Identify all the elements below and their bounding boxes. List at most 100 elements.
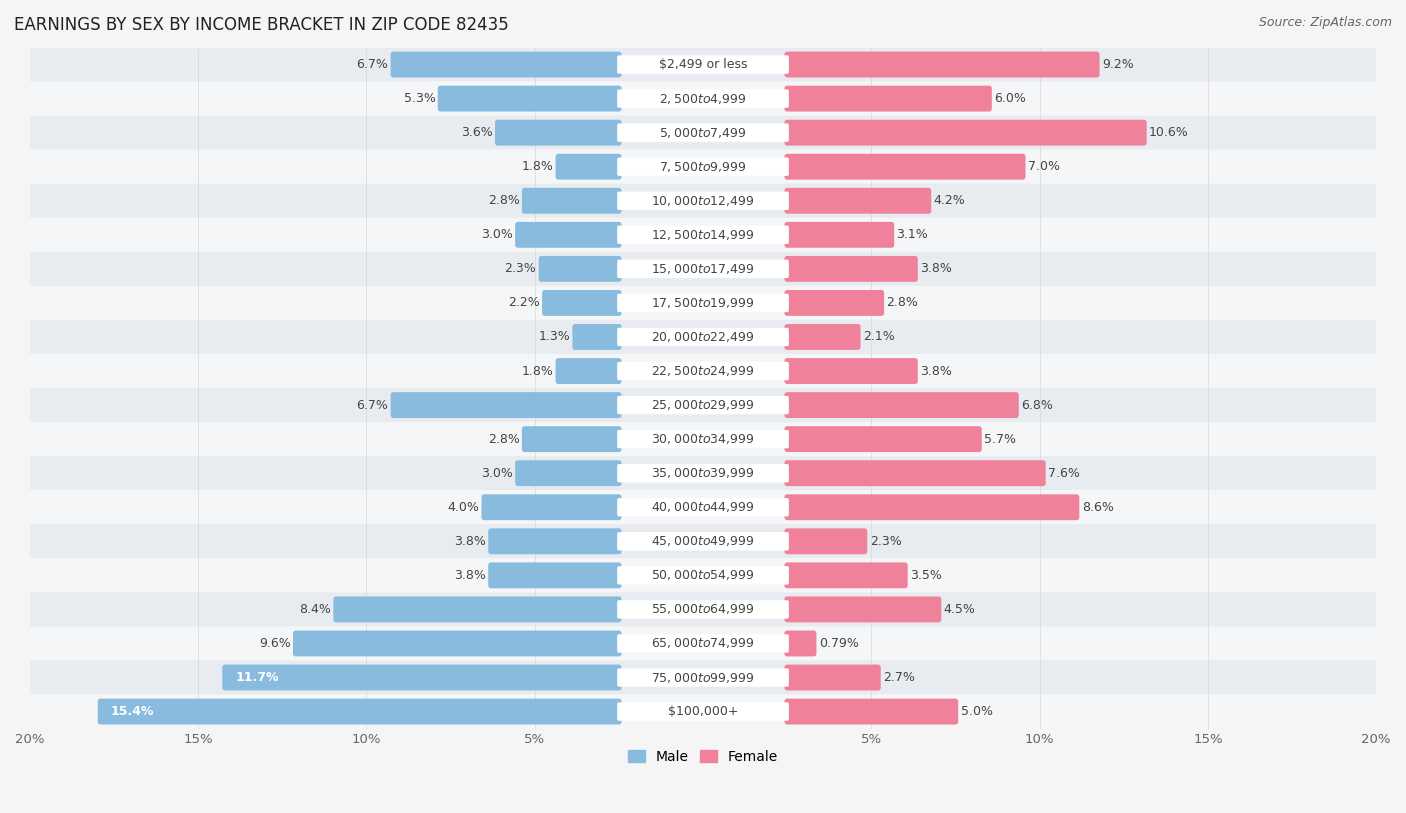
Text: 2.2%: 2.2% <box>508 297 540 310</box>
FancyBboxPatch shape <box>333 597 621 623</box>
Text: 1.8%: 1.8% <box>522 364 553 377</box>
Text: 5.3%: 5.3% <box>404 92 436 105</box>
FancyBboxPatch shape <box>617 464 789 482</box>
Text: 9.6%: 9.6% <box>259 637 291 650</box>
Text: EARNINGS BY SEX BY INCOME BRACKET IN ZIP CODE 82435: EARNINGS BY SEX BY INCOME BRACKET IN ZIP… <box>14 16 509 34</box>
FancyBboxPatch shape <box>30 490 1376 524</box>
FancyBboxPatch shape <box>617 226 789 244</box>
FancyBboxPatch shape <box>30 388 1376 422</box>
Text: 4.2%: 4.2% <box>934 194 966 207</box>
Text: $30,000 to $34,999: $30,000 to $34,999 <box>651 433 755 446</box>
Text: $50,000 to $54,999: $50,000 to $54,999 <box>651 568 755 582</box>
FancyBboxPatch shape <box>30 524 1376 559</box>
FancyBboxPatch shape <box>488 528 621 554</box>
FancyBboxPatch shape <box>30 320 1376 354</box>
Text: $2,500 to $4,999: $2,500 to $4,999 <box>659 92 747 106</box>
FancyBboxPatch shape <box>30 286 1376 320</box>
FancyBboxPatch shape <box>30 559 1376 593</box>
FancyBboxPatch shape <box>785 85 991 111</box>
FancyBboxPatch shape <box>30 456 1376 490</box>
FancyBboxPatch shape <box>30 354 1376 388</box>
FancyBboxPatch shape <box>785 392 1019 418</box>
FancyBboxPatch shape <box>785 188 931 214</box>
Text: 3.0%: 3.0% <box>481 467 513 480</box>
Text: 8.6%: 8.6% <box>1081 501 1114 514</box>
Text: 8.4%: 8.4% <box>299 603 330 616</box>
Text: 1.8%: 1.8% <box>522 160 553 173</box>
Text: 2.8%: 2.8% <box>488 194 520 207</box>
Text: 3.6%: 3.6% <box>461 126 492 139</box>
FancyBboxPatch shape <box>495 120 621 146</box>
FancyBboxPatch shape <box>30 47 1376 81</box>
FancyBboxPatch shape <box>437 85 621 111</box>
FancyBboxPatch shape <box>292 631 621 656</box>
FancyBboxPatch shape <box>30 694 1376 728</box>
FancyBboxPatch shape <box>617 259 789 278</box>
Text: $10,000 to $12,499: $10,000 to $12,499 <box>651 193 755 208</box>
Text: $20,000 to $22,499: $20,000 to $22,499 <box>651 330 755 344</box>
FancyBboxPatch shape <box>617 702 789 721</box>
FancyBboxPatch shape <box>617 293 789 312</box>
Text: Source: ZipAtlas.com: Source: ZipAtlas.com <box>1258 16 1392 29</box>
FancyBboxPatch shape <box>30 150 1376 184</box>
Text: 3.8%: 3.8% <box>454 535 486 548</box>
Text: $12,500 to $14,999: $12,500 to $14,999 <box>651 228 755 241</box>
FancyBboxPatch shape <box>617 566 789 585</box>
Text: $65,000 to $74,999: $65,000 to $74,999 <box>651 637 755 650</box>
Text: $17,500 to $19,999: $17,500 to $19,999 <box>651 296 755 310</box>
FancyBboxPatch shape <box>617 158 789 176</box>
Text: $75,000 to $99,999: $75,000 to $99,999 <box>651 671 755 685</box>
FancyBboxPatch shape <box>785 120 1147 146</box>
FancyBboxPatch shape <box>785 597 942 623</box>
FancyBboxPatch shape <box>617 89 789 108</box>
FancyBboxPatch shape <box>785 631 817 656</box>
FancyBboxPatch shape <box>785 664 880 690</box>
FancyBboxPatch shape <box>785 358 918 384</box>
Text: 1.3%: 1.3% <box>538 330 569 343</box>
Legend: Male, Female: Male, Female <box>623 744 783 769</box>
FancyBboxPatch shape <box>488 563 621 589</box>
Text: 2.1%: 2.1% <box>863 330 894 343</box>
FancyBboxPatch shape <box>785 426 981 452</box>
FancyBboxPatch shape <box>617 668 789 687</box>
Text: 3.5%: 3.5% <box>910 569 942 582</box>
Text: 5.7%: 5.7% <box>984 433 1017 446</box>
FancyBboxPatch shape <box>522 426 621 452</box>
Text: 5.0%: 5.0% <box>960 705 993 718</box>
FancyBboxPatch shape <box>30 218 1376 252</box>
Text: 7.6%: 7.6% <box>1047 467 1080 480</box>
FancyBboxPatch shape <box>785 154 1025 180</box>
FancyBboxPatch shape <box>785 324 860 350</box>
Text: 7.0%: 7.0% <box>1028 160 1060 173</box>
FancyBboxPatch shape <box>481 494 621 520</box>
FancyBboxPatch shape <box>555 154 621 180</box>
FancyBboxPatch shape <box>30 660 1376 694</box>
Text: 6.8%: 6.8% <box>1021 398 1053 411</box>
FancyBboxPatch shape <box>785 528 868 554</box>
FancyBboxPatch shape <box>538 256 621 282</box>
Text: $55,000 to $64,999: $55,000 to $64,999 <box>651 602 755 616</box>
FancyBboxPatch shape <box>785 290 884 316</box>
FancyBboxPatch shape <box>30 115 1376 150</box>
Text: $22,500 to $24,999: $22,500 to $24,999 <box>651 364 755 378</box>
FancyBboxPatch shape <box>30 184 1376 218</box>
Text: 6.7%: 6.7% <box>356 58 388 71</box>
FancyBboxPatch shape <box>555 358 621 384</box>
Text: 2.3%: 2.3% <box>870 535 901 548</box>
FancyBboxPatch shape <box>785 494 1080 520</box>
FancyBboxPatch shape <box>30 627 1376 660</box>
FancyBboxPatch shape <box>30 252 1376 286</box>
Text: 15.4%: 15.4% <box>111 705 155 718</box>
FancyBboxPatch shape <box>617 192 789 210</box>
Text: 2.7%: 2.7% <box>883 671 915 684</box>
Text: $15,000 to $17,499: $15,000 to $17,499 <box>651 262 755 276</box>
FancyBboxPatch shape <box>391 392 621 418</box>
Text: 4.0%: 4.0% <box>447 501 479 514</box>
FancyBboxPatch shape <box>391 51 621 77</box>
Text: 2.8%: 2.8% <box>886 297 918 310</box>
Text: 2.8%: 2.8% <box>488 433 520 446</box>
FancyBboxPatch shape <box>30 422 1376 456</box>
Text: 3.8%: 3.8% <box>920 263 952 276</box>
FancyBboxPatch shape <box>617 600 789 619</box>
FancyBboxPatch shape <box>617 124 789 141</box>
